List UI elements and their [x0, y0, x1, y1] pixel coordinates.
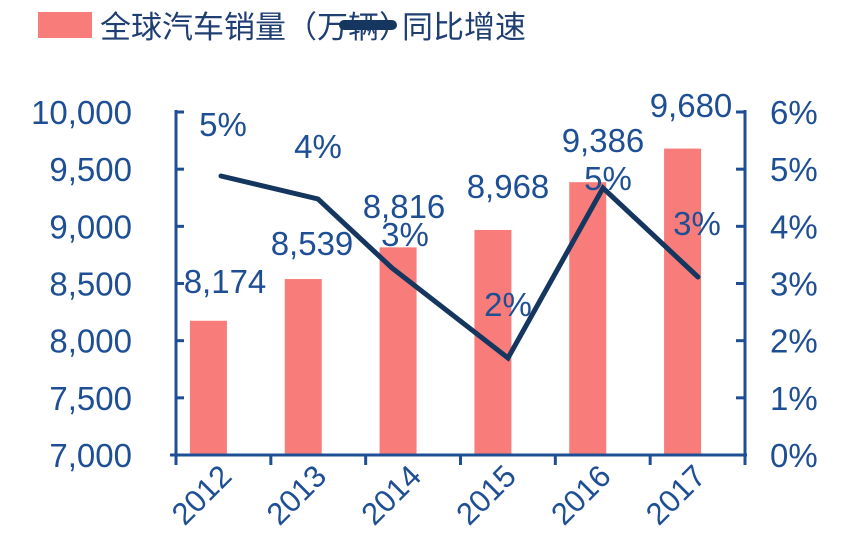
bar-value-label: 9,680: [650, 87, 733, 124]
left-tick-label: 9,500: [49, 151, 132, 188]
bar: [569, 182, 607, 455]
legend-line-label: 同比增速: [402, 10, 526, 46]
right-tick-label: 6%: [770, 94, 818, 131]
left-tick-label: 8,000: [49, 323, 132, 360]
line-value-label: 4%: [294, 128, 342, 165]
line-data-labels: 5% 4% 3% 2% 5% 3%: [199, 106, 721, 323]
left-tick-label: 9,000: [49, 208, 132, 245]
right-tick-label: 1%: [770, 380, 818, 417]
line-value-label: 5%: [584, 160, 632, 197]
legend: 全球汽车销量（万辆） 同比增速: [38, 10, 526, 46]
x-tick-label: 2012: [165, 458, 239, 532]
bar: [379, 247, 417, 455]
line-value-label: 5%: [199, 106, 247, 143]
legend-bar-swatch: [38, 12, 92, 38]
left-tick-label: 8,500: [49, 266, 132, 303]
right-axis-ticks: 6% 5% 4% 3% 2% 1% 0%: [736, 94, 818, 474]
bar-value-label: 8,539: [271, 225, 354, 262]
left-tick-label: 10,000: [31, 94, 132, 131]
left-axis-ticks: 10,000 9,500 9,000 8,500 8,000 7,500 7,000: [31, 94, 184, 474]
bar: [189, 320, 227, 455]
bar: [284, 279, 322, 455]
bar-value-label: 8,816: [363, 188, 446, 225]
x-tick-label: 2014: [355, 458, 429, 532]
x-tick-label: 2017: [639, 458, 713, 532]
right-tick-label: 2%: [770, 323, 818, 360]
right-tick-label: 0%: [770, 437, 818, 474]
left-tick-label: 7,000: [49, 437, 132, 474]
line-value-label: 3%: [381, 216, 429, 253]
x-tick-label: 2015: [449, 458, 523, 532]
bar: [474, 229, 512, 455]
right-tick-label: 3%: [770, 266, 818, 303]
line-series: [218, 173, 701, 362]
x-axis-ticks: 2012 2013 2014 2015 2016 2017: [165, 455, 747, 532]
right-tick-label: 5%: [770, 151, 818, 188]
bar-value-label: 9,386: [562, 122, 645, 159]
line-value-label: 3%: [673, 205, 721, 242]
bar-value-label: 8,174: [184, 263, 267, 300]
line-value-label: 2%: [484, 286, 532, 323]
x-tick-label: 2016: [544, 458, 618, 532]
bar: [664, 148, 702, 455]
growth-line: [218, 173, 701, 362]
left-tick-label: 7,500: [49, 380, 132, 417]
bar-series: [189, 148, 702, 455]
bar-value-label: 8,968: [467, 168, 550, 205]
x-tick-label: 2013: [260, 458, 334, 532]
right-tick-label: 4%: [770, 208, 818, 245]
